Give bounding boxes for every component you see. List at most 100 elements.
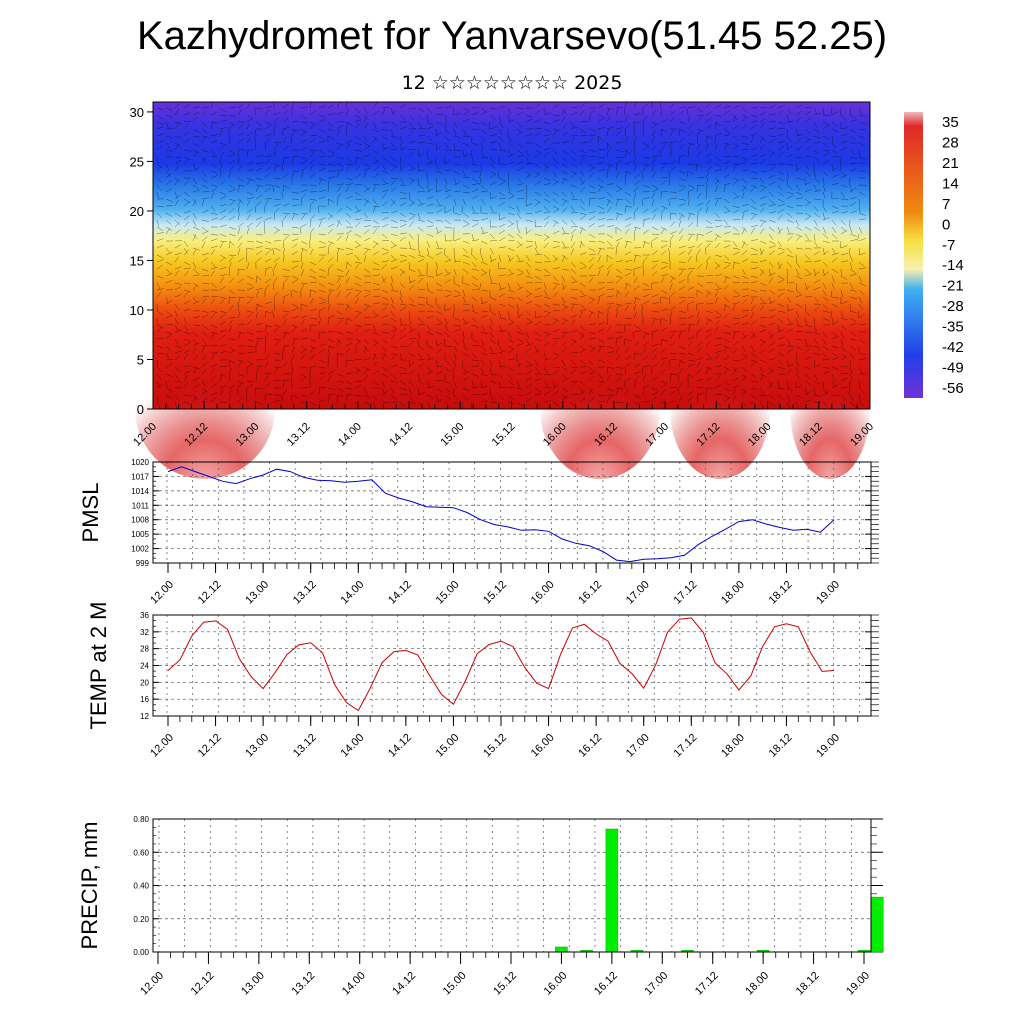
wind-barb xyxy=(840,338,844,346)
wind-barb xyxy=(345,380,353,385)
wind-barb xyxy=(705,102,711,109)
wind-barb xyxy=(858,226,863,234)
wind-barb xyxy=(651,332,654,340)
wind-barb xyxy=(543,341,550,347)
wind-barb xyxy=(156,326,162,333)
wind-barb xyxy=(534,109,541,116)
wind-barb xyxy=(696,282,704,287)
wind-barb xyxy=(489,310,496,316)
wind-barb xyxy=(426,177,430,185)
wind-barb xyxy=(588,172,594,179)
wind-barb xyxy=(372,198,378,205)
wind-barb xyxy=(696,151,702,158)
wind-barb xyxy=(660,164,666,172)
wind-barb xyxy=(786,338,791,346)
wind-barb xyxy=(309,138,316,144)
wind-barb xyxy=(561,233,570,235)
wind-barb xyxy=(687,163,695,166)
wind-barb xyxy=(777,329,785,333)
wind-barb xyxy=(165,352,170,360)
wind-barb xyxy=(489,141,497,144)
wind-barb xyxy=(615,289,622,295)
wind-barb xyxy=(390,142,396,149)
wind-barb xyxy=(561,108,566,116)
wind-barb xyxy=(732,145,739,151)
wind-barb xyxy=(192,366,200,369)
wind-barb xyxy=(822,191,826,199)
wind-barb xyxy=(255,287,263,291)
wind-barb xyxy=(183,270,189,277)
wind-barb xyxy=(426,357,434,361)
wind-barb xyxy=(750,214,756,221)
wind-barb xyxy=(318,140,326,144)
wind-barb xyxy=(435,132,443,137)
wind-barb xyxy=(804,181,812,186)
wind-barb xyxy=(543,400,551,403)
wind-barb xyxy=(408,151,414,158)
wind-barb xyxy=(174,324,179,332)
wind-barb xyxy=(498,324,503,332)
wind-barb xyxy=(660,327,667,333)
wind-barb xyxy=(786,145,793,151)
wind-barb xyxy=(786,163,794,166)
wind-barb xyxy=(804,390,811,396)
wind-barb xyxy=(813,364,821,368)
wind-barb xyxy=(237,157,240,165)
wind-barb xyxy=(696,143,701,151)
wind-barb xyxy=(732,209,740,214)
wind-barb xyxy=(615,311,618,319)
wind-barb xyxy=(507,219,514,225)
wind-barb xyxy=(318,119,326,123)
wind-barb xyxy=(228,319,234,326)
wind-barb xyxy=(642,374,647,382)
wind-barb xyxy=(768,309,776,312)
wind-barb xyxy=(804,163,809,171)
wind-barb xyxy=(489,126,497,130)
wind-barb xyxy=(498,142,502,150)
wind-barb xyxy=(237,138,244,144)
wind-barb xyxy=(462,317,467,325)
wind-barb xyxy=(651,264,658,270)
wind-barb xyxy=(336,352,344,356)
wind-barb xyxy=(192,128,200,133)
wind-barb xyxy=(444,114,447,122)
wind-barb xyxy=(255,121,263,127)
wind-barb xyxy=(345,395,348,403)
x-tick-label: 19.00 xyxy=(844,970,872,998)
wind-barb xyxy=(453,401,461,405)
wind-barb xyxy=(174,229,181,235)
wind-barb xyxy=(741,258,749,263)
wind-barb xyxy=(804,135,811,141)
wind-barb xyxy=(579,389,586,396)
wind-barb xyxy=(237,242,243,249)
wind-barb xyxy=(525,254,530,262)
wind-barb xyxy=(408,310,411,318)
wind-barb xyxy=(471,268,479,271)
wind-barb xyxy=(642,197,650,200)
wind-barb xyxy=(543,134,551,137)
wind-barb xyxy=(273,262,278,270)
wind-barb xyxy=(858,261,865,267)
wind-barb xyxy=(813,121,818,129)
wind-barb xyxy=(479,282,482,290)
wind-barb xyxy=(849,162,857,165)
wind-barb xyxy=(642,145,649,151)
wind-barb xyxy=(246,136,251,144)
wind-barb xyxy=(300,193,307,200)
wind-barb xyxy=(696,193,702,200)
y-tick-label: 24 xyxy=(140,662,149,671)
wind-barb xyxy=(534,163,541,169)
wind-barb xyxy=(201,338,207,345)
wind-barb xyxy=(552,191,559,197)
wind-barb xyxy=(327,315,335,319)
wind-barb xyxy=(786,212,793,218)
wind-barb xyxy=(426,161,434,165)
wind-barb xyxy=(237,103,244,109)
wind-barb xyxy=(237,382,243,389)
wind-barb xyxy=(543,282,547,290)
wind-barb xyxy=(480,301,488,305)
wind-barb xyxy=(525,134,533,137)
wind-barb xyxy=(336,183,344,186)
wind-barb xyxy=(696,243,703,249)
wind-barb xyxy=(696,202,704,207)
